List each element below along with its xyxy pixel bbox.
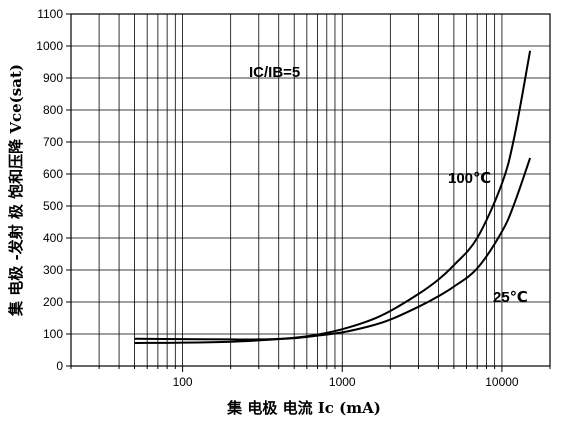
y-tick-label: 600 xyxy=(43,167,63,181)
y-tick-label: 700 xyxy=(43,135,63,149)
y-tick-label: 300 xyxy=(43,263,63,277)
ic-ib-annotation: IC/IB=5 xyxy=(249,64,300,81)
grid xyxy=(70,13,551,367)
series-label-100c: 100℃ xyxy=(448,170,491,187)
x-axis-title: 集 电极 电流 Ic (mA) xyxy=(226,399,381,417)
y-tick-label: 800 xyxy=(43,103,63,117)
y-axis-ticks: 0 100 200 300 400 500 600 700 800 900 1000 1100 xyxy=(36,7,71,373)
y-tick-label: 1000 xyxy=(36,39,63,53)
y-tick-label: 900 xyxy=(43,71,63,85)
x-tick-label: 100 xyxy=(173,375,193,389)
curve-25c xyxy=(134,157,532,341)
x-tick-label: 1000 xyxy=(329,375,356,389)
plot-frame xyxy=(70,13,551,367)
y-tick-label: 400 xyxy=(43,231,63,245)
y-tick-label: 1100 xyxy=(37,7,63,21)
curve-100c xyxy=(134,50,532,344)
x-axis-ticks: 100 1000 10000 xyxy=(70,366,551,389)
curves xyxy=(134,50,532,344)
x-tick-label: 10000 xyxy=(485,375,519,389)
y-tick-label: 100 xyxy=(43,327,63,341)
series-label-25c: 25℃ xyxy=(493,289,528,306)
y-tick-label: 200 xyxy=(43,295,63,309)
y-tick-label: 500 xyxy=(43,199,63,213)
y-tick-label: 0 xyxy=(56,359,63,373)
y-axis-title: 集 电极 -发射 极 饱和压降 Vce(sat) xyxy=(7,64,25,317)
